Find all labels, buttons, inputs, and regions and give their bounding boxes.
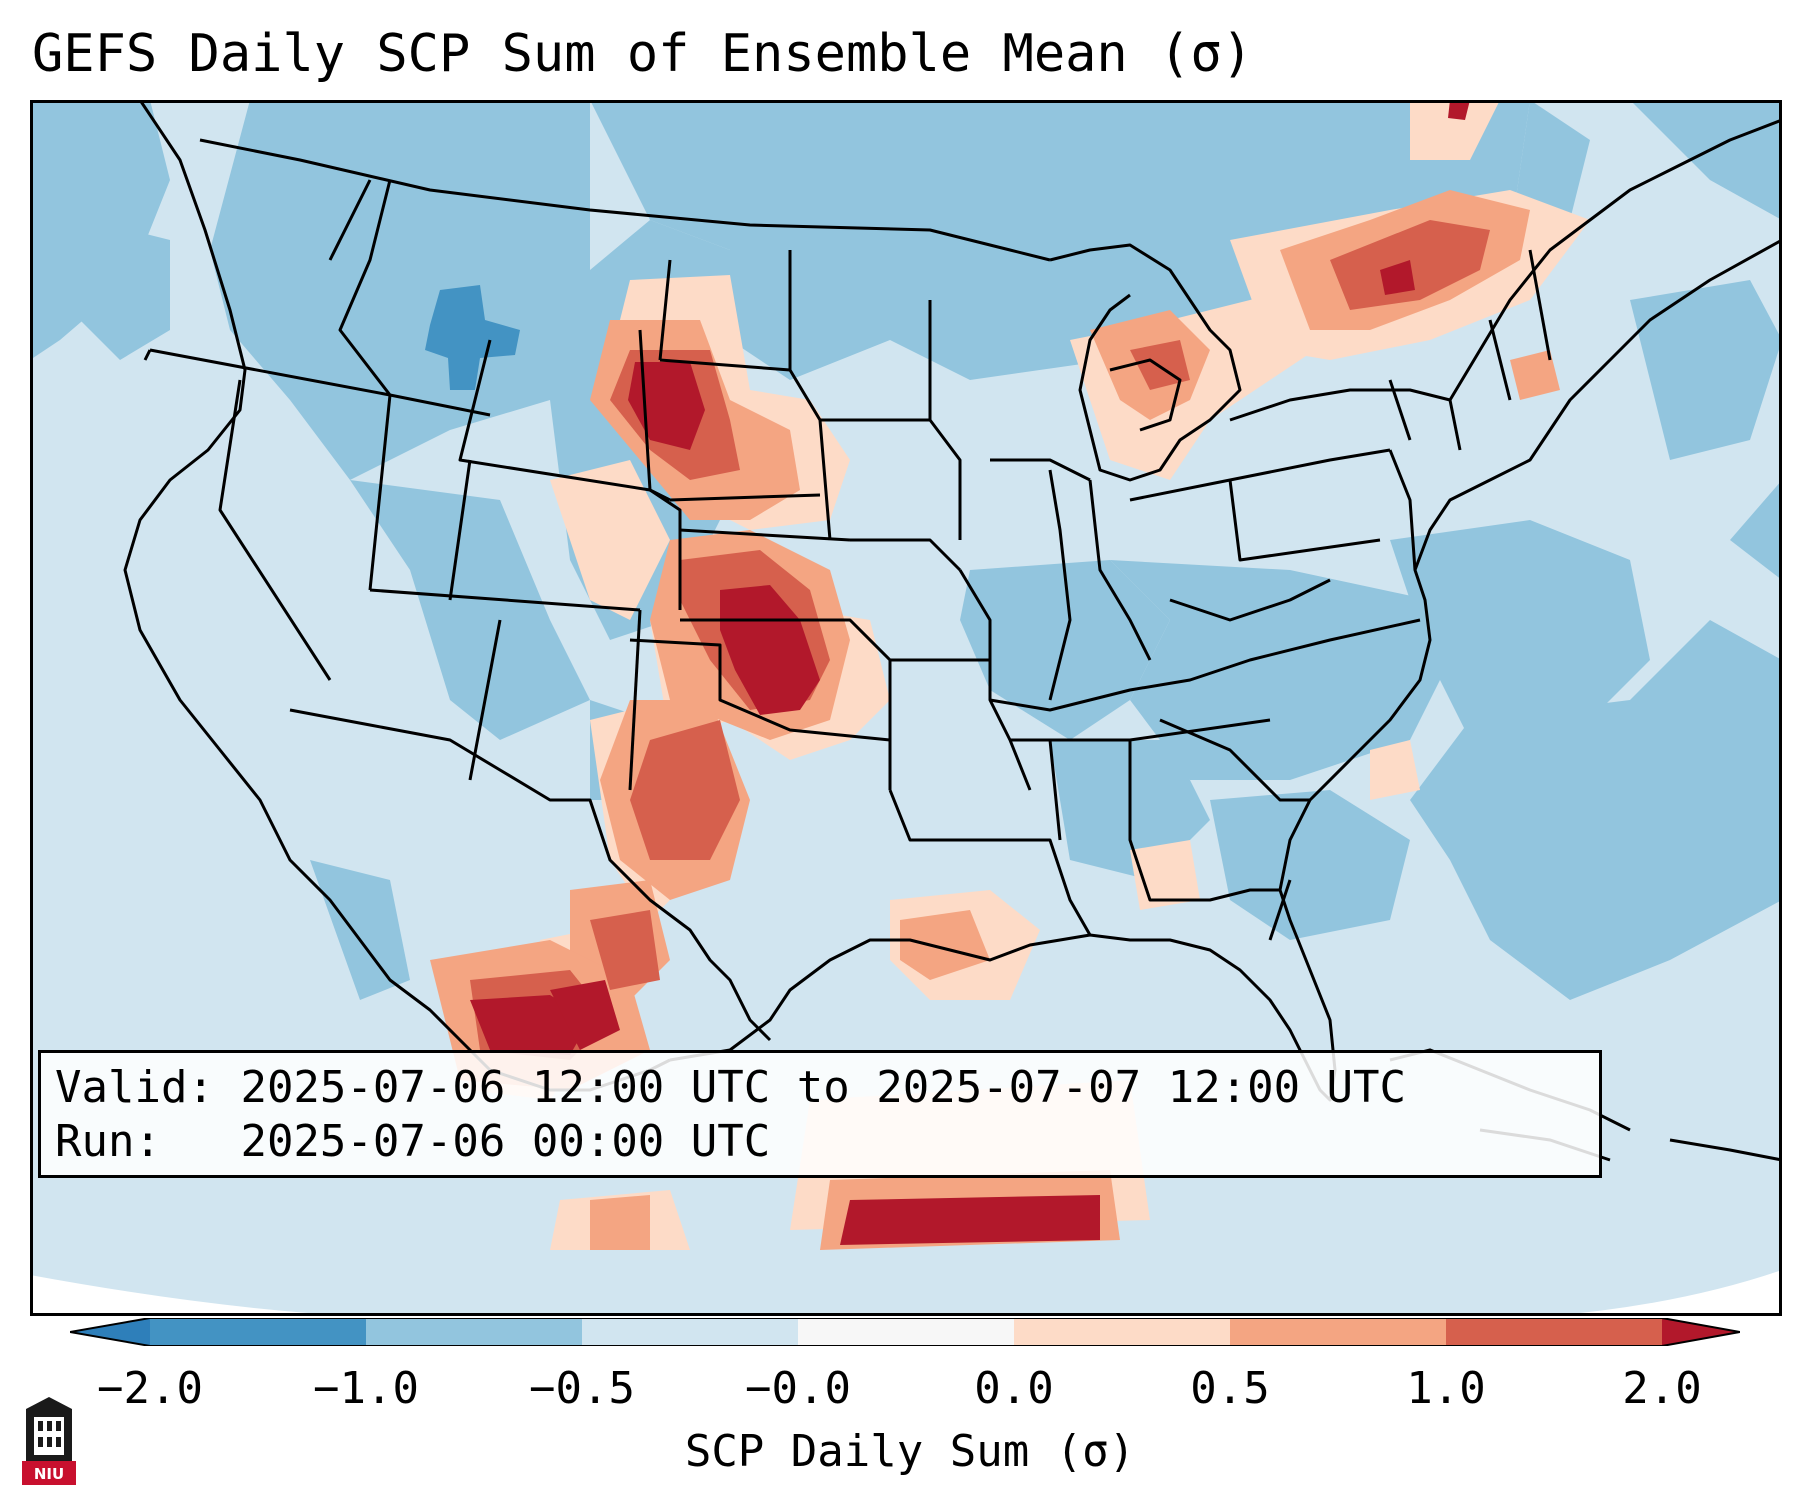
tick-label-6: 1.0 <box>1406 1363 1486 1414</box>
valid-label: Valid: <box>55 1062 214 1113</box>
colorbar <box>70 1318 1740 1346</box>
projection-edge-right <box>1550 1270 1782 1316</box>
atlantic-coast <box>1278 238 1782 891</box>
tick-label-1: −1.0 <box>313 1363 419 1414</box>
canada-border <box>199 138 1051 262</box>
colorbar-bin-1 <box>150 1318 366 1346</box>
projection-edge <box>30 1275 530 1316</box>
logo-text: NIU <box>33 1465 65 1483</box>
chart-title: GEFS Daily SCP Sum of Ensemble Mean (σ) <box>32 24 1253 84</box>
run-value: 2025-07-06 00:00 UTC <box>240 1116 771 1167</box>
great-lakes <box>1049 243 1242 482</box>
tick-label-7: 2.0 <box>1622 1363 1702 1414</box>
tick-label-0: −2.0 <box>97 1363 203 1414</box>
colorbar-bin-8 <box>1662 1318 1740 1346</box>
colorbar-bin-4 <box>798 1318 1014 1346</box>
tick-label-2: −0.5 <box>529 1363 635 1414</box>
tick-label-5: 0.5 <box>1190 1363 1270 1414</box>
map-panel <box>30 100 1782 1316</box>
colorbar-bin-2 <box>366 1318 582 1346</box>
mexico-border <box>289 708 772 1042</box>
map-canvas <box>30 100 1782 1316</box>
map-frame <box>30 100 1782 1316</box>
niu-logo: NIU <box>20 1395 78 1487</box>
colorbar-bin-5 <box>1014 1318 1230 1346</box>
colorbar-bin-6 <box>1230 1318 1446 1346</box>
strong-negative-layer <box>425 285 520 390</box>
tick-label-3: −0.0 <box>745 1363 851 1414</box>
info-box: Valid: 2025-07-06 12:00 UTC to 2025-07-0… <box>38 1050 1602 1178</box>
boundary-lines <box>123 100 1782 1102</box>
tick-label-4: 0.0 <box>974 1363 1054 1414</box>
colorbar-bin-3 <box>582 1318 798 1346</box>
colorbar-bin-0 <box>70 1318 150 1346</box>
colorbar-label: SCP Daily Sum (σ) <box>684 1426 1136 1477</box>
run-label: Run: <box>55 1116 161 1167</box>
colorbar-bin-7 <box>1446 1318 1662 1346</box>
niu-logo-icon <box>22 1397 76 1485</box>
valid-value: 2025-07-06 12:00 UTC to 2025-07-07 12:00… <box>240 1062 1407 1113</box>
